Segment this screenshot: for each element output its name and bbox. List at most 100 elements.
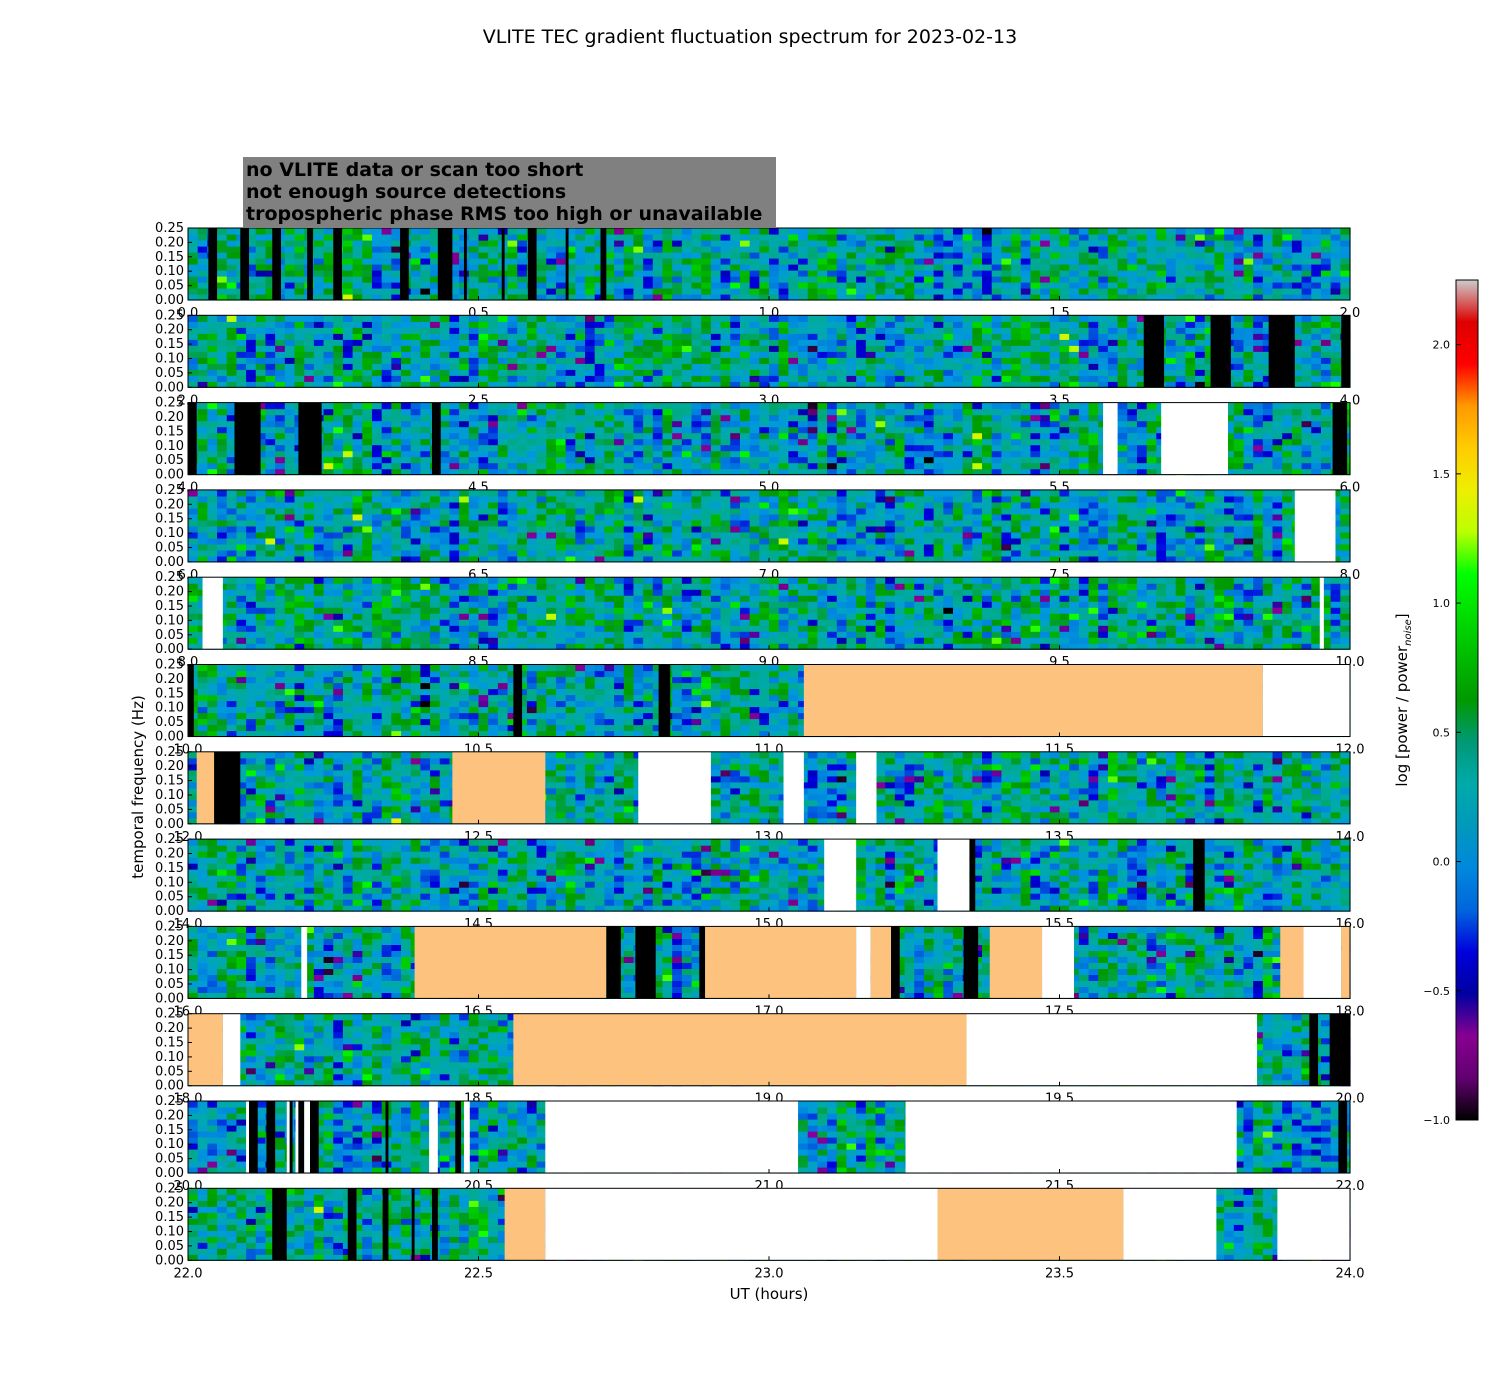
spectrum-cell — [226, 276, 238, 283]
spectrum-cell — [894, 258, 906, 265]
spectrum-cell — [371, 426, 383, 434]
spectrum-cell — [769, 333, 780, 340]
spectrum-cell — [323, 408, 334, 416]
spectrum-cell — [672, 333, 683, 340]
spectrum-cell — [672, 402, 683, 410]
spectrum-cell — [633, 327, 644, 334]
spectrum-cell — [914, 408, 925, 416]
spectrum-cell — [275, 555, 286, 563]
spectrum-cell — [788, 315, 799, 322]
spectrum-cell — [362, 321, 373, 328]
spectrum-cell — [565, 426, 576, 434]
spectrum-cell — [1311, 240, 1322, 247]
spectrum-cell — [1282, 468, 1293, 476]
spectrum-cell — [362, 270, 373, 277]
spectrum-cell — [817, 450, 828, 458]
spectrum-cell — [1195, 363, 1206, 370]
spectrum-cell — [565, 402, 576, 410]
spectrum-cell — [536, 276, 547, 283]
spectrum-cell — [982, 333, 993, 340]
spectrum-cell — [255, 513, 267, 521]
spectrum-cell — [430, 357, 441, 364]
spectrum-cell — [681, 288, 693, 295]
spectrum-cell — [430, 531, 441, 539]
spectrum-cell — [1233, 381, 1245, 388]
spectrum-cell — [546, 408, 557, 416]
spectrum-cell — [294, 507, 305, 515]
spectrum-cell — [507, 282, 518, 289]
spectrum-cell — [1011, 228, 1022, 235]
spectrum-cell — [371, 489, 383, 497]
spectrum-cell — [410, 345, 421, 352]
spectrum-cell — [769, 438, 780, 446]
spectrum-cell — [885, 351, 896, 358]
spectrum-cell — [410, 375, 421, 382]
spectrum-cell — [904, 321, 915, 328]
spectrum-cell — [691, 294, 702, 301]
spectrum-cell — [1078, 432, 1090, 440]
spectrum-cell — [1088, 327, 1099, 334]
spectrum-cell — [807, 339, 819, 346]
spectrum-cell — [1175, 345, 1186, 352]
spectrum-cell — [885, 426, 896, 434]
spectrum-cell — [546, 501, 557, 509]
spectrum-cell — [1059, 288, 1070, 295]
spectrum-cell — [1262, 246, 1274, 253]
spectrum-cell — [555, 363, 567, 370]
spectrum-cell — [623, 519, 635, 527]
spectrum-cell — [507, 294, 518, 301]
spectrum-cell — [730, 264, 741, 271]
spectrum-cell — [188, 381, 199, 388]
spectrum-cell — [749, 288, 760, 295]
spectrum-cell — [904, 327, 915, 334]
spectrum-cell — [430, 369, 441, 376]
spectrum-cell — [1233, 375, 1245, 382]
spectrum-cell — [1059, 369, 1070, 376]
spectrum-cell — [197, 408, 208, 416]
spectrum-cell — [488, 414, 499, 422]
spectrum-cell — [575, 462, 586, 470]
spectrum-cell — [701, 426, 712, 434]
spectrum-cell — [1078, 258, 1090, 265]
spectrum-cell — [923, 363, 935, 370]
spectrum-cell — [614, 456, 625, 464]
spectrum-cell — [575, 357, 586, 364]
spectrum-cell — [1001, 369, 1012, 376]
spectrum-cell — [691, 414, 702, 422]
spectrum-cell — [507, 414, 518, 422]
spectrum-cell — [904, 375, 915, 382]
spectrum-cell — [643, 402, 654, 410]
spectrum-cell — [497, 402, 509, 410]
spectrum-cell — [391, 345, 402, 352]
spectrum-cell — [449, 537, 460, 545]
spectrum-cell — [1272, 408, 1283, 416]
spectrum-cell — [778, 252, 789, 259]
spectrum-cell — [226, 264, 238, 271]
spectrum-cell — [1166, 264, 1177, 271]
spectrum-cell — [962, 369, 973, 376]
spectrum-cell — [284, 426, 296, 434]
spectrum-cell — [1253, 345, 1264, 352]
spectrum-cell — [197, 339, 208, 346]
spectrum-cell — [856, 414, 867, 422]
spectrum-cell — [420, 495, 431, 503]
spectrum-cell — [914, 327, 925, 334]
spectrum-cell — [962, 402, 973, 410]
spectrum-cell — [246, 321, 257, 328]
spectrum-cell — [1069, 402, 1080, 410]
spectrum-cell — [662, 264, 673, 271]
spectrum-cell — [207, 369, 218, 376]
spectrum-cell — [875, 252, 886, 259]
spectrum-cell — [517, 294, 528, 301]
spectrum-cell — [710, 426, 722, 434]
spectrum-cell — [1311, 363, 1322, 370]
spectrum-cell — [555, 555, 567, 563]
spectrum-cell — [885, 294, 896, 301]
spectrum-cell — [604, 432, 615, 440]
spectrum-cell — [381, 462, 392, 470]
spectrum-cell — [807, 414, 819, 422]
spectrum-cell — [352, 240, 363, 247]
spectrum-cell — [1330, 228, 1341, 235]
spectrum-cell — [255, 450, 267, 458]
spectrum-cell — [207, 450, 218, 458]
